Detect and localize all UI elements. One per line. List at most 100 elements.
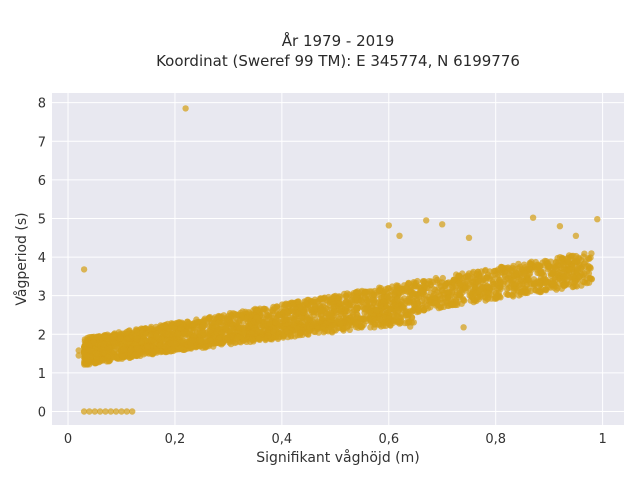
data-point xyxy=(144,343,151,350)
data-point xyxy=(245,309,252,316)
data-point xyxy=(306,323,313,330)
data-point xyxy=(460,297,467,304)
y-tick-label: 4 xyxy=(38,251,46,266)
data-point xyxy=(347,297,355,304)
x-tick-label: 0,4 xyxy=(272,432,293,447)
data-point xyxy=(161,330,169,337)
data-point xyxy=(222,324,229,332)
data-point xyxy=(538,270,546,277)
data-point xyxy=(450,276,457,284)
data-point xyxy=(527,287,534,295)
data-point xyxy=(108,349,115,356)
data-point xyxy=(457,280,464,288)
data-point xyxy=(510,291,517,298)
data-point xyxy=(513,286,520,293)
data-point xyxy=(413,295,420,302)
data-point xyxy=(404,298,411,305)
data-point xyxy=(99,357,107,364)
data-point xyxy=(194,318,201,326)
chart-subtitle: Koordinat (Sweref 99 TM): E 345774, N 61… xyxy=(156,52,520,70)
data-point xyxy=(240,336,248,344)
data-point xyxy=(521,261,528,268)
data-point xyxy=(374,321,382,328)
data-point xyxy=(541,275,548,282)
data-point xyxy=(370,316,377,323)
data-point xyxy=(214,327,221,334)
data-point xyxy=(167,340,174,347)
data-point xyxy=(231,310,238,318)
data-point xyxy=(182,105,189,112)
data-point xyxy=(423,217,430,224)
data-point xyxy=(328,322,336,329)
data-point xyxy=(96,408,104,415)
data-point xyxy=(425,284,432,292)
data-point xyxy=(226,339,233,346)
data-point xyxy=(588,250,595,257)
y-tick-label: 3 xyxy=(38,290,46,305)
data-point xyxy=(505,284,512,292)
data-point xyxy=(276,320,283,327)
y-tick-label: 0 xyxy=(38,405,46,420)
data-point xyxy=(91,408,99,415)
data-point xyxy=(574,268,581,275)
y-tick-label: 2 xyxy=(38,328,46,343)
data-point xyxy=(536,282,543,289)
data-point xyxy=(449,284,457,291)
data-point xyxy=(479,284,486,291)
data-point xyxy=(86,408,93,415)
data-point xyxy=(302,299,309,306)
y-axis-ticks: 0 1 2 3 4 5 6 7 8 xyxy=(38,97,46,421)
data-point xyxy=(449,301,456,309)
data-point xyxy=(594,216,601,223)
data-point xyxy=(118,408,125,415)
data-point xyxy=(80,408,88,415)
data-point xyxy=(136,348,143,355)
data-point xyxy=(387,322,394,329)
data-point xyxy=(329,313,336,320)
data-point xyxy=(529,214,537,221)
data-point xyxy=(283,328,290,335)
data-point xyxy=(570,252,577,260)
data-point xyxy=(102,408,109,415)
data-point xyxy=(495,293,502,300)
data-point xyxy=(456,272,463,280)
data-point xyxy=(437,304,445,311)
data-point xyxy=(162,343,169,350)
data-point xyxy=(80,349,88,356)
data-point xyxy=(206,314,213,322)
data-point xyxy=(156,342,164,349)
data-point xyxy=(362,317,370,325)
data-point xyxy=(507,267,515,274)
plot-background xyxy=(52,93,624,425)
data-point xyxy=(156,328,164,336)
data-point xyxy=(522,289,529,297)
data-point xyxy=(587,265,594,272)
data-point xyxy=(342,299,349,306)
data-point xyxy=(303,317,311,324)
data-point xyxy=(270,303,277,311)
data-point xyxy=(297,314,305,321)
data-point xyxy=(158,336,166,343)
data-point xyxy=(235,319,243,327)
data-point xyxy=(549,269,556,277)
data-point xyxy=(496,267,503,274)
data-point xyxy=(128,331,135,339)
data-point xyxy=(266,320,273,327)
data-point xyxy=(296,301,303,308)
data-point xyxy=(505,291,512,298)
data-point xyxy=(238,312,245,319)
data-point xyxy=(394,296,401,303)
data-point xyxy=(270,328,277,336)
data-point xyxy=(75,347,82,354)
data-point xyxy=(319,306,326,314)
data-point xyxy=(320,323,327,330)
data-point xyxy=(331,298,338,305)
data-point xyxy=(531,280,538,287)
data-point xyxy=(110,334,117,341)
data-point xyxy=(352,294,360,302)
data-point xyxy=(385,222,392,229)
data-point xyxy=(288,308,295,315)
data-point xyxy=(218,341,225,348)
data-point xyxy=(275,334,282,341)
data-point xyxy=(100,340,107,348)
